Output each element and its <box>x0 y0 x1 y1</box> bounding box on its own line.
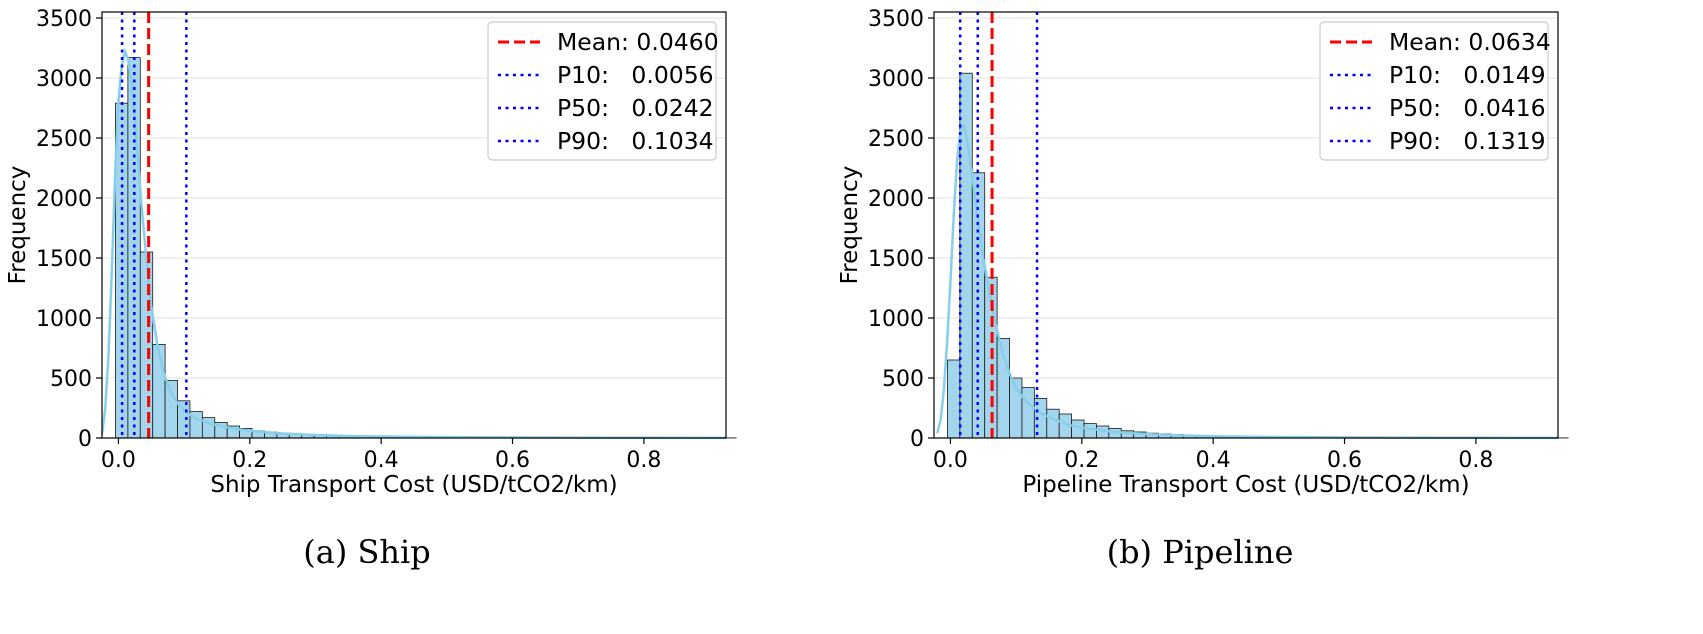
y-tick-label: 2500 <box>36 127 92 152</box>
y-tick-label: 3500 <box>36 7 92 32</box>
y-tick-label: 3000 <box>36 67 92 92</box>
x-axis-label: Pipeline Transport Cost (USD/tCO2/km) <box>1022 472 1469 498</box>
y-tick-label: 500 <box>882 367 924 392</box>
grid-lines <box>102 17 726 439</box>
legend-label-p90: P90: 0.1319 <box>1389 127 1546 155</box>
y-tick-label: 2000 <box>36 187 92 212</box>
legend-label-mean: Mean: 0.0460 <box>557 28 719 56</box>
reference-lines <box>120 12 188 438</box>
legend-label-p50: P50: 0.0242 <box>557 94 714 122</box>
x-tick-label: 0.2 <box>1064 448 1099 473</box>
legend-label-p50: P50: 0.0416 <box>1389 94 1546 122</box>
x-tick-label: 0.8 <box>626 448 661 473</box>
y-tick-label: 1000 <box>868 307 924 332</box>
histogram-bar <box>164 379 178 439</box>
reference-lines <box>958 12 1039 438</box>
x-tick-label: 0.4 <box>364 448 399 473</box>
histogram-bar <box>152 343 166 439</box>
ship-cost-chart: 0 500 1000 1500 2000 2500 3000 3500 0.0 0.2 0.4 0.6… <box>5 7 737 571</box>
legend-box <box>1319 21 1549 161</box>
histogram-bar <box>139 251 154 439</box>
legend-label-p10: P10: 0.0149 <box>1389 61 1546 89</box>
histogram-bar <box>1046 408 1060 439</box>
panel-caption: (b) Pipeline <box>1107 533 1294 571</box>
plot-frame <box>933 11 1559 439</box>
y-tick-label: 0 <box>910 427 924 452</box>
x-tick-label: 0.2 <box>232 448 267 473</box>
y-tick-label: 1500 <box>36 247 92 272</box>
axis-ticks: 0 500 1000 1500 2000 2500 3000 3500 0.0 0.2 0.4 0.6… <box>36 7 661 473</box>
x-tick-label: 0.6 <box>495 448 530 473</box>
x-axis-label: Ship Transport Cost (USD/tCO2/km) <box>210 472 617 498</box>
legend: Mean: 0.0460 P10: 0.0056 P50: 0.0242 P90: 0… <box>487 21 719 161</box>
y-tick-label: 0 <box>78 427 92 452</box>
legend-label-p10: P10: 0.0056 <box>557 61 714 89</box>
y-tick-label: 2000 <box>868 187 924 212</box>
x-tick-label: 0.0 <box>933 448 968 473</box>
y-axis-label: Frequency <box>837 166 863 285</box>
y-tick-label: 1000 <box>36 307 92 332</box>
panel-caption: (a) Ship <box>303 533 430 571</box>
x-tick-label: 0.4 <box>1196 448 1231 473</box>
histogram-bar <box>1021 387 1035 439</box>
histogram-bar <box>1083 423 1097 439</box>
axis-ticks: 0 500 1000 1500 2000 2500 3000 3500 0.0 0.2 0.4 0.6… <box>868 7 1493 473</box>
y-tick-label: 3500 <box>868 7 924 32</box>
x-tick-label: 0.6 <box>1327 448 1362 473</box>
plot-frame <box>101 11 727 439</box>
y-axis-label: Frequency <box>5 166 31 285</box>
kde-curve <box>936 122 1559 440</box>
pipeline-cost-chart: 0 500 1000 1500 2000 2500 3000 3500 0.0 0.2 0.4 0.6… <box>837 7 1569 571</box>
legend: Mean: 0.0634 P10: 0.0149 P50: 0.0416 P90: 0… <box>1319 21 1551 161</box>
y-tick-label: 3000 <box>868 67 924 92</box>
histogram-bar <box>947 359 961 439</box>
x-tick-label: 0.8 <box>1458 448 1493 473</box>
legend-label-p90: P90: 0.1034 <box>557 127 714 155</box>
legend-box <box>487 21 717 161</box>
y-tick-label: 2500 <box>868 127 924 152</box>
x-tick-label: 0.0 <box>101 448 136 473</box>
y-tick-label: 500 <box>50 367 92 392</box>
legend-label-mean: Mean: 0.0634 <box>1389 28 1551 56</box>
y-tick-label: 1500 <box>868 247 924 272</box>
